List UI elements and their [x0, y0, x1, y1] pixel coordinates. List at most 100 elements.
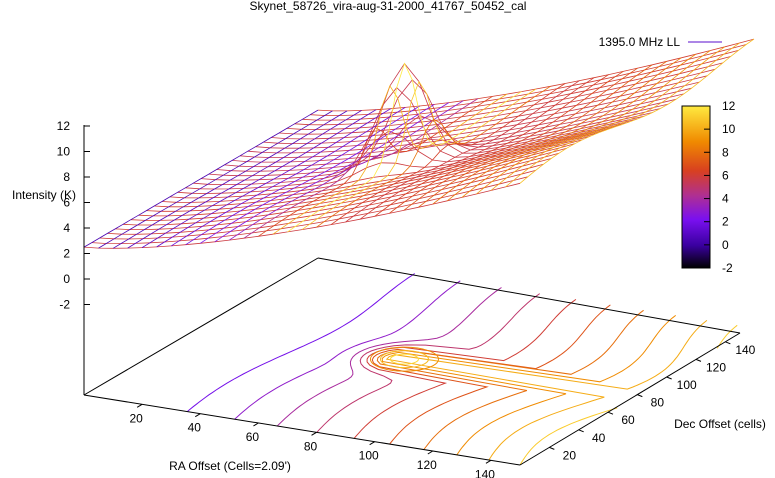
y-tick-mark	[695, 358, 702, 362]
mesh-column	[359, 77, 595, 220]
colorbar-tick-label: 8	[722, 145, 729, 159]
y-tick-mark	[549, 446, 555, 450]
x-axis-label: RA Offset (Cells=2.09')	[169, 459, 291, 473]
colorbar-ticks: 12 10 8 6 4 2 0 -2	[704, 99, 736, 275]
y-tick-mark	[607, 411, 614, 415]
colorbar-tick-label: 12	[722, 99, 736, 113]
mesh-row	[232, 103, 669, 163]
colorbar-gradient	[681, 105, 711, 269]
contour-line	[234, 280, 461, 420]
mesh-column	[127, 110, 362, 249]
x-tick-mark	[485, 459, 492, 464]
x-tick-mark	[311, 431, 317, 436]
contour-line	[186, 273, 415, 412]
x-tick-label: 140	[475, 467, 495, 478]
mesh-column	[418, 64, 653, 208]
mesh-column	[200, 104, 435, 244]
colorbar-tick-label: 4	[722, 192, 729, 206]
mesh-row	[138, 143, 575, 217]
legend: 1395.0 MHz LL	[599, 35, 722, 49]
y-tick-mark	[666, 376, 672, 380]
mesh-column	[112, 110, 348, 249]
colorbar-tick-label: 0	[722, 238, 729, 252]
y-axis: 20 40 60 80 100 120 140	[549, 341, 756, 462]
mesh-column	[447, 57, 682, 202]
mesh-column	[258, 96, 493, 237]
contour-lines	[186, 273, 738, 466]
contour-line	[381, 315, 677, 456]
contour-line	[316, 293, 540, 433]
x-tick-label: 20	[129, 411, 143, 425]
y-tick-label: 140	[735, 343, 755, 357]
mesh-column	[505, 42, 740, 188]
x-tick-label: 120	[417, 458, 437, 472]
z-tick-label: 12	[57, 119, 71, 133]
z-tick-label: -2	[59, 298, 70, 312]
z-tick-label: 6	[63, 196, 70, 210]
z-tick-label: 8	[63, 170, 70, 184]
mesh-column	[345, 80, 580, 223]
colorbar: 12 10 8 6 4 2 0 -2	[681, 99, 736, 275]
mesh-column	[374, 74, 609, 217]
mesh-column	[272, 85, 508, 235]
z-tick-label: 4	[63, 221, 70, 235]
mesh-column	[83, 109, 319, 248]
contour-line	[276, 287, 502, 427]
x-tick-mark	[136, 403, 143, 408]
y-tick-mark	[578, 429, 584, 433]
mesh-column	[301, 80, 537, 230]
peak-contour	[369, 346, 439, 372]
mesh-column	[476, 50, 711, 195]
contour-line	[371, 304, 611, 445]
z-tick-label: 0	[63, 272, 70, 286]
contour-line	[519, 324, 738, 466]
mesh-column	[519, 38, 755, 184]
mesh-column	[432, 60, 668, 205]
mesh-column	[287, 62, 522, 233]
mesh-column	[403, 67, 638, 211]
y-tick-label: 60	[621, 413, 635, 427]
chart-title: Skynet_58726_vira-aug-31-2000_41767_5045…	[250, 0, 527, 13]
x-tick-label: 80	[304, 439, 318, 453]
legend-label: 1395.0 MHz LL	[599, 35, 681, 49]
z-tick-label: 10	[57, 145, 71, 159]
x-axis: 20 40 60 80 100 120 140	[129, 403, 495, 478]
z-axis: 12 10 8 6 4 2 0 -2	[57, 119, 90, 312]
surface-mesh	[83, 38, 755, 249]
x-tick-mark	[253, 422, 259, 427]
y-tick-mark	[725, 341, 731, 345]
mesh-row	[302, 50, 739, 121]
mesh-column	[461, 53, 697, 198]
mesh-column	[141, 109, 377, 248]
y-tick-label: 120	[706, 360, 726, 374]
colorbar-tick-label: -2	[722, 261, 733, 275]
y-tick-label: 80	[651, 396, 665, 410]
y-tick-label: 100	[677, 378, 697, 392]
mesh-column	[229, 100, 464, 241]
mesh-column	[388, 71, 624, 214]
contour-line	[376, 309, 644, 450]
contour-line	[385, 320, 708, 461]
x-tick-label: 60	[246, 430, 260, 444]
mesh-column	[170, 107, 406, 247]
x-tick-mark	[195, 413, 201, 418]
mesh-column	[490, 46, 726, 191]
mesh-column	[330, 83, 566, 225]
z-axis-label: Intensity (K)	[12, 188, 76, 202]
colorbar-tick-label: 10	[722, 122, 736, 136]
mesh-column	[98, 110, 333, 249]
mesh-column	[214, 102, 450, 243]
y-tick-label: 40	[592, 431, 606, 445]
contour-line	[353, 298, 577, 439]
mesh-column	[316, 85, 551, 228]
mesh-row	[310, 44, 747, 116]
peak-contour	[379, 350, 429, 369]
x-tick-mark	[427, 450, 434, 455]
colorbar-tick-label: 2	[722, 215, 729, 229]
y-tick-mark	[637, 394, 643, 398]
z-tick-label: 2	[63, 247, 70, 261]
mesh-column	[156, 108, 391, 248]
peak-contour	[389, 353, 419, 365]
base-box	[83, 125, 741, 466]
